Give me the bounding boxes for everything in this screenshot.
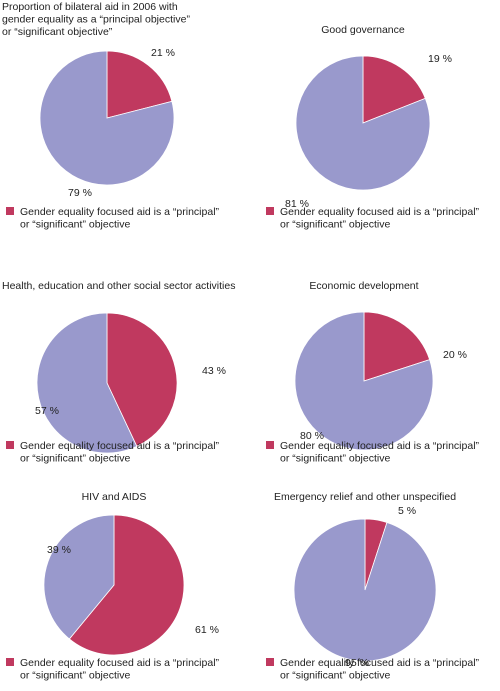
legend-label-cont: or “significant” objective <box>20 670 130 682</box>
legend-swatch <box>6 441 14 449</box>
legend-label-cont: or “significant” objective <box>20 219 130 231</box>
chart-title-line: Economic development <box>309 280 418 292</box>
pie-slice-other <box>36 312 138 454</box>
pie-slice-other <box>293 518 437 662</box>
slice-label: 5 % <box>398 505 416 517</box>
legend: Gender equality focused aid is a “princi… <box>266 440 480 465</box>
chart-title: Health, education and other social secto… <box>2 280 235 292</box>
slice-label: 20 % <box>443 349 467 361</box>
pie-chart-1: Proportion of bilateral aid in 2006 with… <box>2 1 220 231</box>
pie-slice-gender-equality <box>106 312 178 447</box>
legend-label: Gender equality focused aid is a “princi… <box>20 206 220 218</box>
legend-label-cont: or “significant” objective <box>20 453 130 465</box>
legend-label: Gender equality focused aid is a “princi… <box>280 657 480 669</box>
legend: Gender equality focused aid is a “princi… <box>266 657 480 682</box>
chart-title-line: Emergency relief and other unspecified <box>274 491 456 503</box>
legend-swatch <box>266 441 274 449</box>
legend-swatch <box>266 207 274 215</box>
legend: Gender equality focused aid is a “princi… <box>6 206 220 231</box>
legend-swatch <box>266 658 274 666</box>
slice-label: 80 % <box>300 430 324 442</box>
chart-title-line: HIV and AIDS <box>82 491 147 503</box>
slice-label: 19 % <box>428 53 452 65</box>
chart-title: HIV and AIDS <box>82 491 147 503</box>
legend-label-cont: or “significant” objective <box>280 219 390 231</box>
slice-label: 43 % <box>202 365 226 377</box>
chart-title-line: Good governance <box>321 24 405 36</box>
pie-chart-2: Good governance 19 % 81 %Gender equality f… <box>266 24 480 231</box>
legend-label: Gender equality focused aid is a “princi… <box>280 440 480 452</box>
legend-label: Gender equality focused aid is a “princi… <box>20 440 220 452</box>
pie-slice-gender-equality <box>106 50 173 119</box>
chart-title: Good governance <box>321 24 405 36</box>
pie-slice-gender-equality <box>363 311 431 382</box>
chart-title-line: Proportion of bilateral aid in 2006 with <box>2 1 178 13</box>
legend: Gender equality focused aid is a “princi… <box>6 657 220 682</box>
chart-title: Economic development <box>309 280 418 292</box>
legend-swatch <box>6 658 14 666</box>
legend-label: Gender equality focused aid is a “princi… <box>20 657 220 669</box>
legend-swatch <box>6 207 14 215</box>
pie-chart-4: Economic development 20 % 80 %Gender equal… <box>266 280 480 465</box>
pie-slice-other <box>295 55 431 191</box>
slice-label: 95 % <box>345 657 369 669</box>
slice-label: 81 % <box>285 198 309 210</box>
chart-title-line: or “significant objective” <box>2 26 113 38</box>
pie-slice-other <box>43 514 115 640</box>
chart-title: Emergency relief and other unspecified <box>274 491 456 503</box>
chart-title-line: gender equality as a “principal objectiv… <box>2 14 190 26</box>
slice-label: 79 % <box>68 187 92 199</box>
pie-slice-gender-equality <box>362 55 426 124</box>
legend: Gender equality focused aid is a “princi… <box>6 440 220 465</box>
legend-label: Gender equality focused aid is a “princi… <box>280 206 480 218</box>
pie-slice-other <box>294 311 434 451</box>
pie-slice-other <box>39 50 175 186</box>
slice-label: 57 % <box>35 405 59 417</box>
chart-title: Proportion of bilateral aid in 2006 with… <box>2 1 190 38</box>
legend: Gender equality focused aid is a “princi… <box>266 206 480 231</box>
pie-chart-3: Health, education and other social secto… <box>2 280 235 465</box>
chart-title-line: Health, education and other social secto… <box>2 280 235 292</box>
slice-label: 39 % <box>47 544 71 556</box>
pie-slice-gender-equality <box>68 514 185 656</box>
legend-label-cont: or “significant” objective <box>280 453 390 465</box>
slice-label: 61 % <box>195 624 219 636</box>
slice-label: 21 % <box>151 47 175 59</box>
pie-chart-6: Emergency relief and other unspecified 5 … <box>266 491 480 682</box>
legend-label-cont: or “significant” objective <box>280 670 390 682</box>
pie-chart-5: HIV and AIDS 61 % 39 % Gender equality focu… <box>6 491 220 682</box>
